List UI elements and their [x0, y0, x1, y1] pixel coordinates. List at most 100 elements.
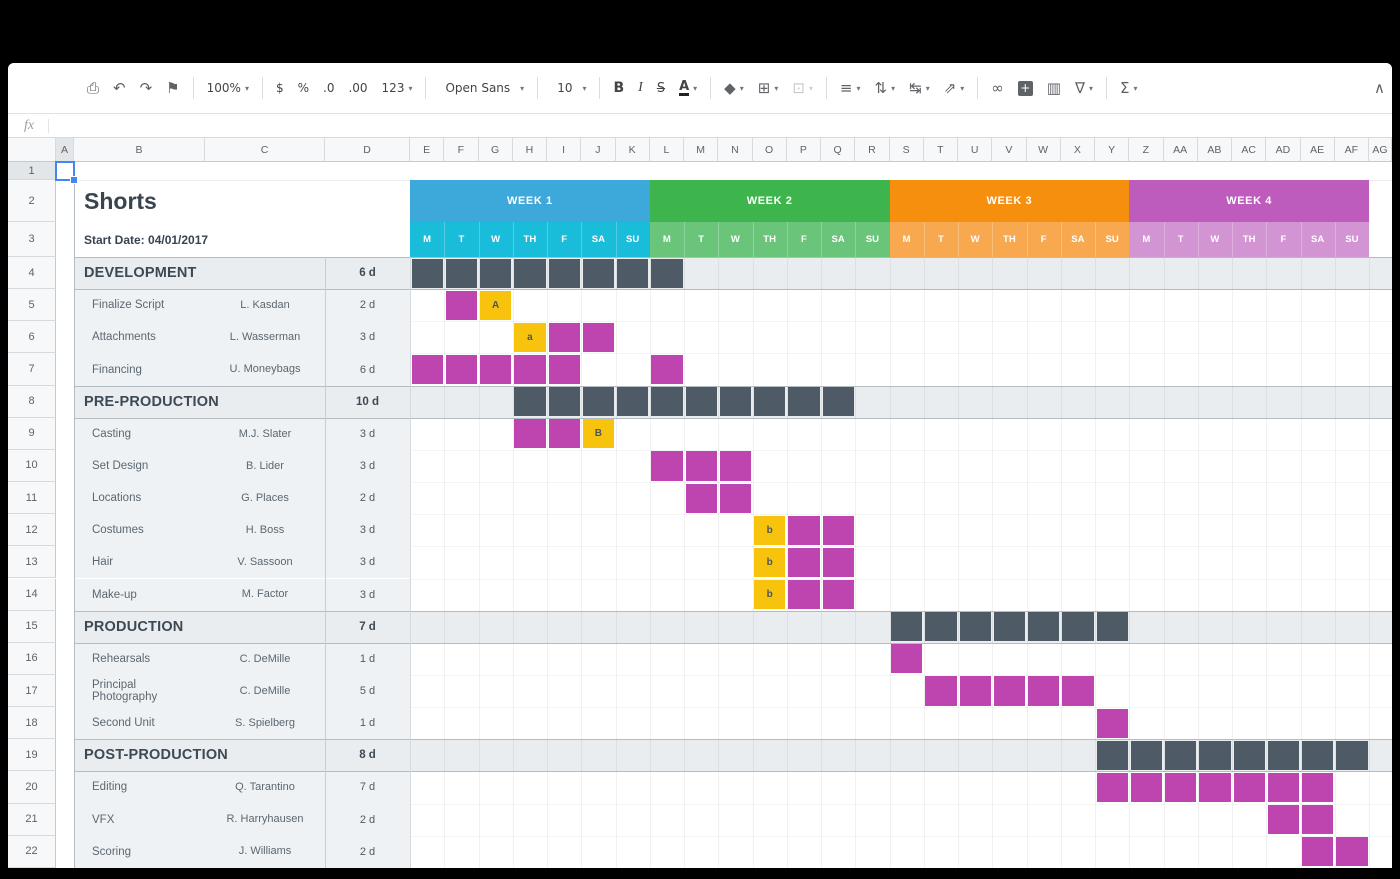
sheet-title-cell[interactable]: Shorts: [84, 180, 335, 222]
gantt-cell-magenta[interactable]: [1096, 708, 1128, 738]
gantt-cell-magenta[interactable]: [1302, 772, 1334, 803]
assignee-cell[interactable]: B. Lider: [246, 459, 284, 472]
gantt-cell-magenta[interactable]: [548, 322, 580, 352]
gantt-cell-dark[interactable]: [1096, 612, 1128, 642]
day-header-cell[interactable]: SU: [615, 222, 650, 257]
day-header-cell[interactable]: M: [1129, 222, 1164, 257]
gantt-cell-magenta[interactable]: [1267, 772, 1299, 803]
italic-button[interactable]: I: [631, 75, 650, 101]
duration-cell[interactable]: 2 d: [359, 492, 376, 505]
column-header-w[interactable]: W: [1026, 137, 1061, 162]
row-header-20[interactable]: 20: [8, 771, 56, 804]
gantt-cell-yellow[interactable]: B: [582, 419, 614, 449]
gantt-cell-magenta[interactable]: [411, 354, 443, 385]
gantt-cell-magenta[interactable]: [1062, 676, 1094, 706]
column-header-h[interactable]: H: [512, 137, 547, 162]
assignee-cell[interactable]: M.J. Slater: [238, 427, 292, 440]
font-select[interactable]: Open Sans ▾: [432, 75, 531, 101]
column-header-c[interactable]: C: [205, 137, 325, 162]
gantt-cell-dark[interactable]: [993, 612, 1025, 642]
day-header-cell[interactable]: TH: [992, 222, 1027, 257]
column-header-a[interactable]: A: [56, 137, 74, 162]
section-panel-row[interactable]: [74, 385, 410, 418]
horizontal-align-button[interactable]: ≡ ▾: [833, 75, 868, 101]
gantt-cell-dark[interactable]: [1062, 612, 1094, 642]
task-panel-row[interactable]: [74, 353, 410, 386]
assignee-cell[interactable]: C. DeMille: [239, 652, 291, 665]
task-name-cell[interactable]: Set Design: [92, 459, 149, 472]
duration-cell[interactable]: 7 d: [359, 781, 376, 794]
gantt-cell-magenta[interactable]: [548, 419, 580, 449]
column-header-b[interactable]: B: [74, 137, 205, 162]
gantt-cell-magenta[interactable]: [651, 451, 683, 481]
gantt-cell-magenta[interactable]: [514, 419, 546, 449]
day-header-cell[interactable]: T: [684, 222, 719, 257]
task-name-cell[interactable]: Second Unit: [92, 717, 155, 730]
task-panel-row[interactable]: [74, 321, 410, 354]
section-name-cell[interactable]: PRE-PRODUCTION: [84, 393, 219, 410]
column-header-e[interactable]: E: [410, 137, 445, 162]
day-header-cell[interactable]: SA: [581, 222, 616, 257]
gantt-cell-dark[interactable]: [1302, 740, 1334, 770]
gantt-cell-magenta[interactable]: [1165, 772, 1197, 803]
task-panel-row[interactable]: [74, 289, 410, 322]
gantt-cell-dark[interactable]: [514, 258, 546, 288]
task-name-cell[interactable]: Editing: [92, 781, 128, 794]
task-panel-row[interactable]: [74, 803, 410, 836]
assignee-cell[interactable]: G. Places: [241, 491, 289, 504]
gantt-cell-dark[interactable]: [822, 387, 854, 417]
day-header-cell[interactable]: SA: [1300, 222, 1335, 257]
fill-color-button[interactable]: ◆ ▾: [717, 75, 751, 101]
day-header-cell[interactable]: F: [547, 222, 582, 257]
paint-format-button[interactable]: ⚑: [159, 75, 186, 101]
gantt-cell-magenta[interactable]: [719, 483, 751, 513]
zoom-select[interactable]: 100% ▾: [200, 75, 256, 101]
section-panel-row[interactable]: [74, 257, 410, 290]
task-gantt-row[interactable]: [410, 514, 1392, 547]
week-header-3[interactable]: WEEK 3: [889, 180, 1130, 222]
task-panel-row[interactable]: [74, 707, 410, 740]
gantt-cell-magenta[interactable]: [445, 290, 477, 320]
task-gantt-row[interactable]: [410, 578, 1392, 611]
gantt-cell-dark[interactable]: [891, 612, 923, 642]
assignee-cell[interactable]: V. Sassoon: [237, 556, 293, 569]
duration-cell[interactable]: 7 d: [359, 620, 376, 633]
vertical-align-button[interactable]: ⇅ ▾: [868, 75, 903, 101]
gantt-cell-magenta[interactable]: [1302, 837, 1334, 867]
filter-button[interactable]: ∇ ▾: [1068, 75, 1100, 101]
row-header-1[interactable]: 1: [8, 162, 56, 180]
formula-bar[interactable]: fx: [8, 114, 1392, 138]
task-panel-row[interactable]: [74, 578, 410, 611]
task-name-cell[interactable]: Costumes: [92, 524, 144, 537]
collapse-toolbar-button[interactable]: ∧: [1367, 75, 1392, 101]
gantt-cell-dark[interactable]: [1199, 740, 1231, 770]
column-header-j[interactable]: J: [581, 137, 616, 162]
day-header-cell[interactable]: F: [1026, 222, 1061, 257]
gantt-cell-dark[interactable]: [651, 258, 683, 288]
row-header-21[interactable]: 21: [8, 803, 56, 836]
day-header-cell[interactable]: TH: [752, 222, 787, 257]
day-header-cell[interactable]: M: [649, 222, 684, 257]
duration-cell[interactable]: 2 d: [359, 299, 376, 312]
week-header-2[interactable]: WEEK 2: [649, 180, 890, 222]
row-header-7[interactable]: 7: [8, 353, 56, 386]
duration-cell[interactable]: 3 d: [359, 427, 376, 440]
task-gantt-row[interactable]: [410, 803, 1392, 836]
gantt-cell-dark[interactable]: [514, 387, 546, 417]
assignee-cell[interactable]: S. Spielberg: [235, 716, 295, 729]
day-header-cell[interactable]: W: [958, 222, 993, 257]
gantt-cell-magenta[interactable]: [1302, 805, 1334, 835]
gantt-cell-magenta[interactable]: [959, 676, 991, 706]
assignee-cell[interactable]: M. Factor: [241, 588, 289, 601]
insert-chart-button[interactable]: ▥: [1040, 75, 1068, 101]
duration-cell[interactable]: 2 d: [359, 813, 376, 826]
column-header-t[interactable]: T: [923, 137, 958, 162]
column-header-m[interactable]: M: [684, 137, 719, 162]
section-panel-row[interactable]: [74, 610, 410, 643]
task-name-cell[interactable]: Locations: [92, 492, 142, 505]
section-name-cell[interactable]: PRODUCTION: [84, 618, 184, 635]
gantt-cell-dark[interactable]: [582, 258, 614, 288]
column-header-z[interactable]: Z: [1129, 137, 1164, 162]
row-header-18[interactable]: 18: [8, 707, 56, 740]
column-header-ab[interactable]: AB: [1197, 137, 1232, 162]
